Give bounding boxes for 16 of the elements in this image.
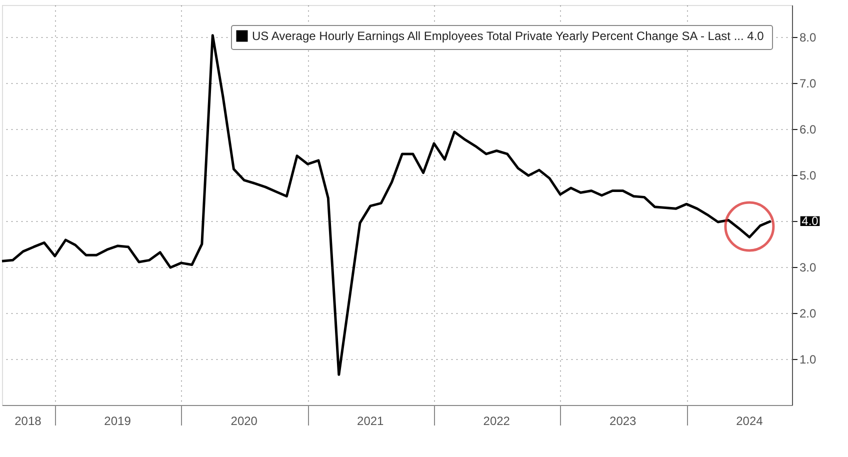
x-tick-label: 2024 bbox=[736, 414, 764, 428]
y-tick-label: 2.0 bbox=[800, 306, 817, 321]
text: 4.0 bbox=[802, 214, 819, 228]
x-tick-label: 2020 bbox=[230, 414, 258, 428]
y-tick-label: 7.0 bbox=[800, 76, 817, 91]
x-tick-label: 2021 bbox=[357, 414, 384, 428]
y-tick-label: 1.0 bbox=[800, 352, 817, 367]
y-tick-label: 8.0 bbox=[800, 30, 817, 45]
y-tick-label: 6.0 bbox=[800, 122, 817, 137]
y-tick-label: 3.0 bbox=[800, 260, 817, 275]
x-tick-label: 2022 bbox=[483, 414, 510, 428]
y-tick-label: 5.0 bbox=[800, 168, 817, 183]
x-tick-label: 2023 bbox=[610, 414, 637, 428]
legend-label: US Average Hourly Earnings All Employees Total Private Yearly Percent Change SA - Last ... 4.0 bbox=[252, 29, 764, 43]
x-tick-label: 2019 bbox=[104, 414, 132, 428]
x-tick-label: 2018 bbox=[14, 414, 42, 428]
